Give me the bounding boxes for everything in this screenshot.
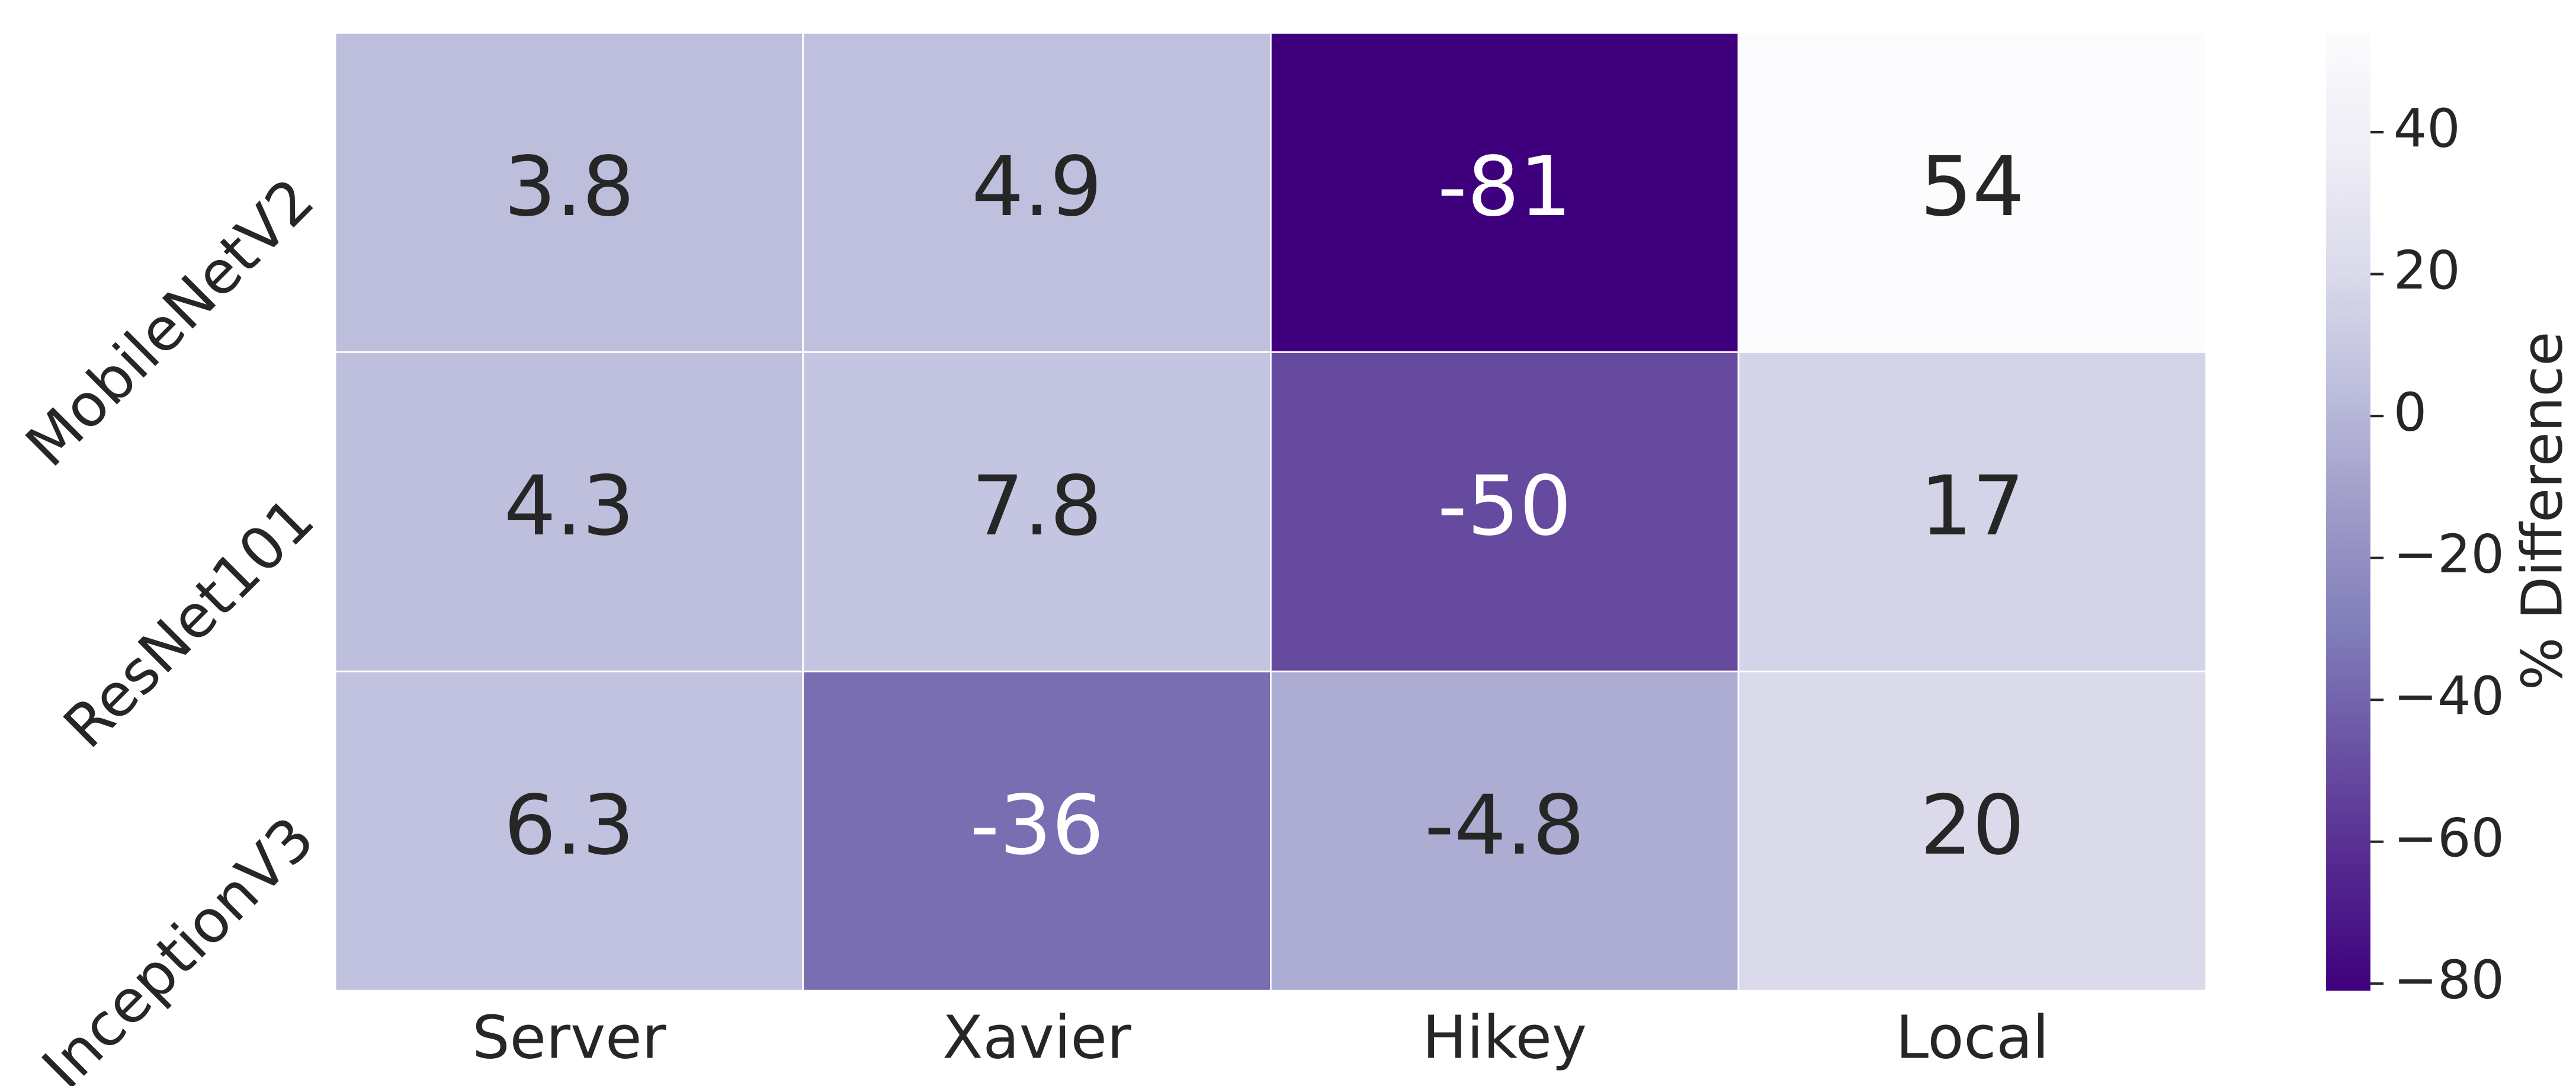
cell-value: 6.3 xyxy=(504,777,635,873)
heatmap-cell xyxy=(1737,670,2208,992)
heatmap-cell xyxy=(334,32,804,353)
cell-value: 3.8 xyxy=(504,139,635,235)
colorbar-tick-label: 0 xyxy=(2394,382,2427,443)
colorbar xyxy=(2326,33,2370,991)
heatmap-cell xyxy=(802,670,1272,992)
cell-value: 7.8 xyxy=(971,458,1102,554)
x-tick-label: Local xyxy=(1895,1002,2049,1072)
x-tick-label: Xavier xyxy=(942,1002,1132,1072)
y-tick-label: MobileNetV2 xyxy=(12,165,327,479)
heatmap-cell xyxy=(802,32,1272,353)
colorbar-tick-label: −20 xyxy=(2394,524,2504,585)
colorbar-tick-label: 40 xyxy=(2394,98,2460,159)
heatmap-cell xyxy=(1737,351,2208,672)
cell-value: 4.9 xyxy=(971,139,1102,235)
cell-value: -50 xyxy=(1438,458,1571,554)
heatmap-cell xyxy=(334,351,804,672)
heatmap-cell xyxy=(1737,32,2208,353)
cell-value: 4.3 xyxy=(504,458,635,554)
y-tick-label: ResNet101 xyxy=(50,484,327,761)
colorbar-tick-label: −60 xyxy=(2394,808,2504,869)
heatmap-cell xyxy=(1269,32,1740,353)
colorbar-label: % Difference xyxy=(2510,332,2575,691)
cell-value: 54 xyxy=(1920,139,2025,235)
y-tick-label: InceptionV3 xyxy=(29,803,328,1086)
colorbar-tick-label: −40 xyxy=(2394,666,2504,727)
cell-value: 20 xyxy=(1920,777,2025,873)
heatmap-cell xyxy=(1269,351,1740,672)
heatmap-cell xyxy=(802,351,1272,672)
cell-value: -4.8 xyxy=(1425,777,1585,873)
x-tick-label: Hikey xyxy=(1422,1002,1587,1072)
colorbar-tick-label: 20 xyxy=(2394,240,2460,301)
cell-value: -36 xyxy=(970,777,1103,873)
heatmap-cell xyxy=(334,670,804,992)
cell-value: 17 xyxy=(1920,458,2025,554)
x-tick-label: Server xyxy=(472,1002,666,1072)
cell-value: -81 xyxy=(1438,139,1571,235)
colorbar-tick-label: −80 xyxy=(2394,950,2504,1011)
